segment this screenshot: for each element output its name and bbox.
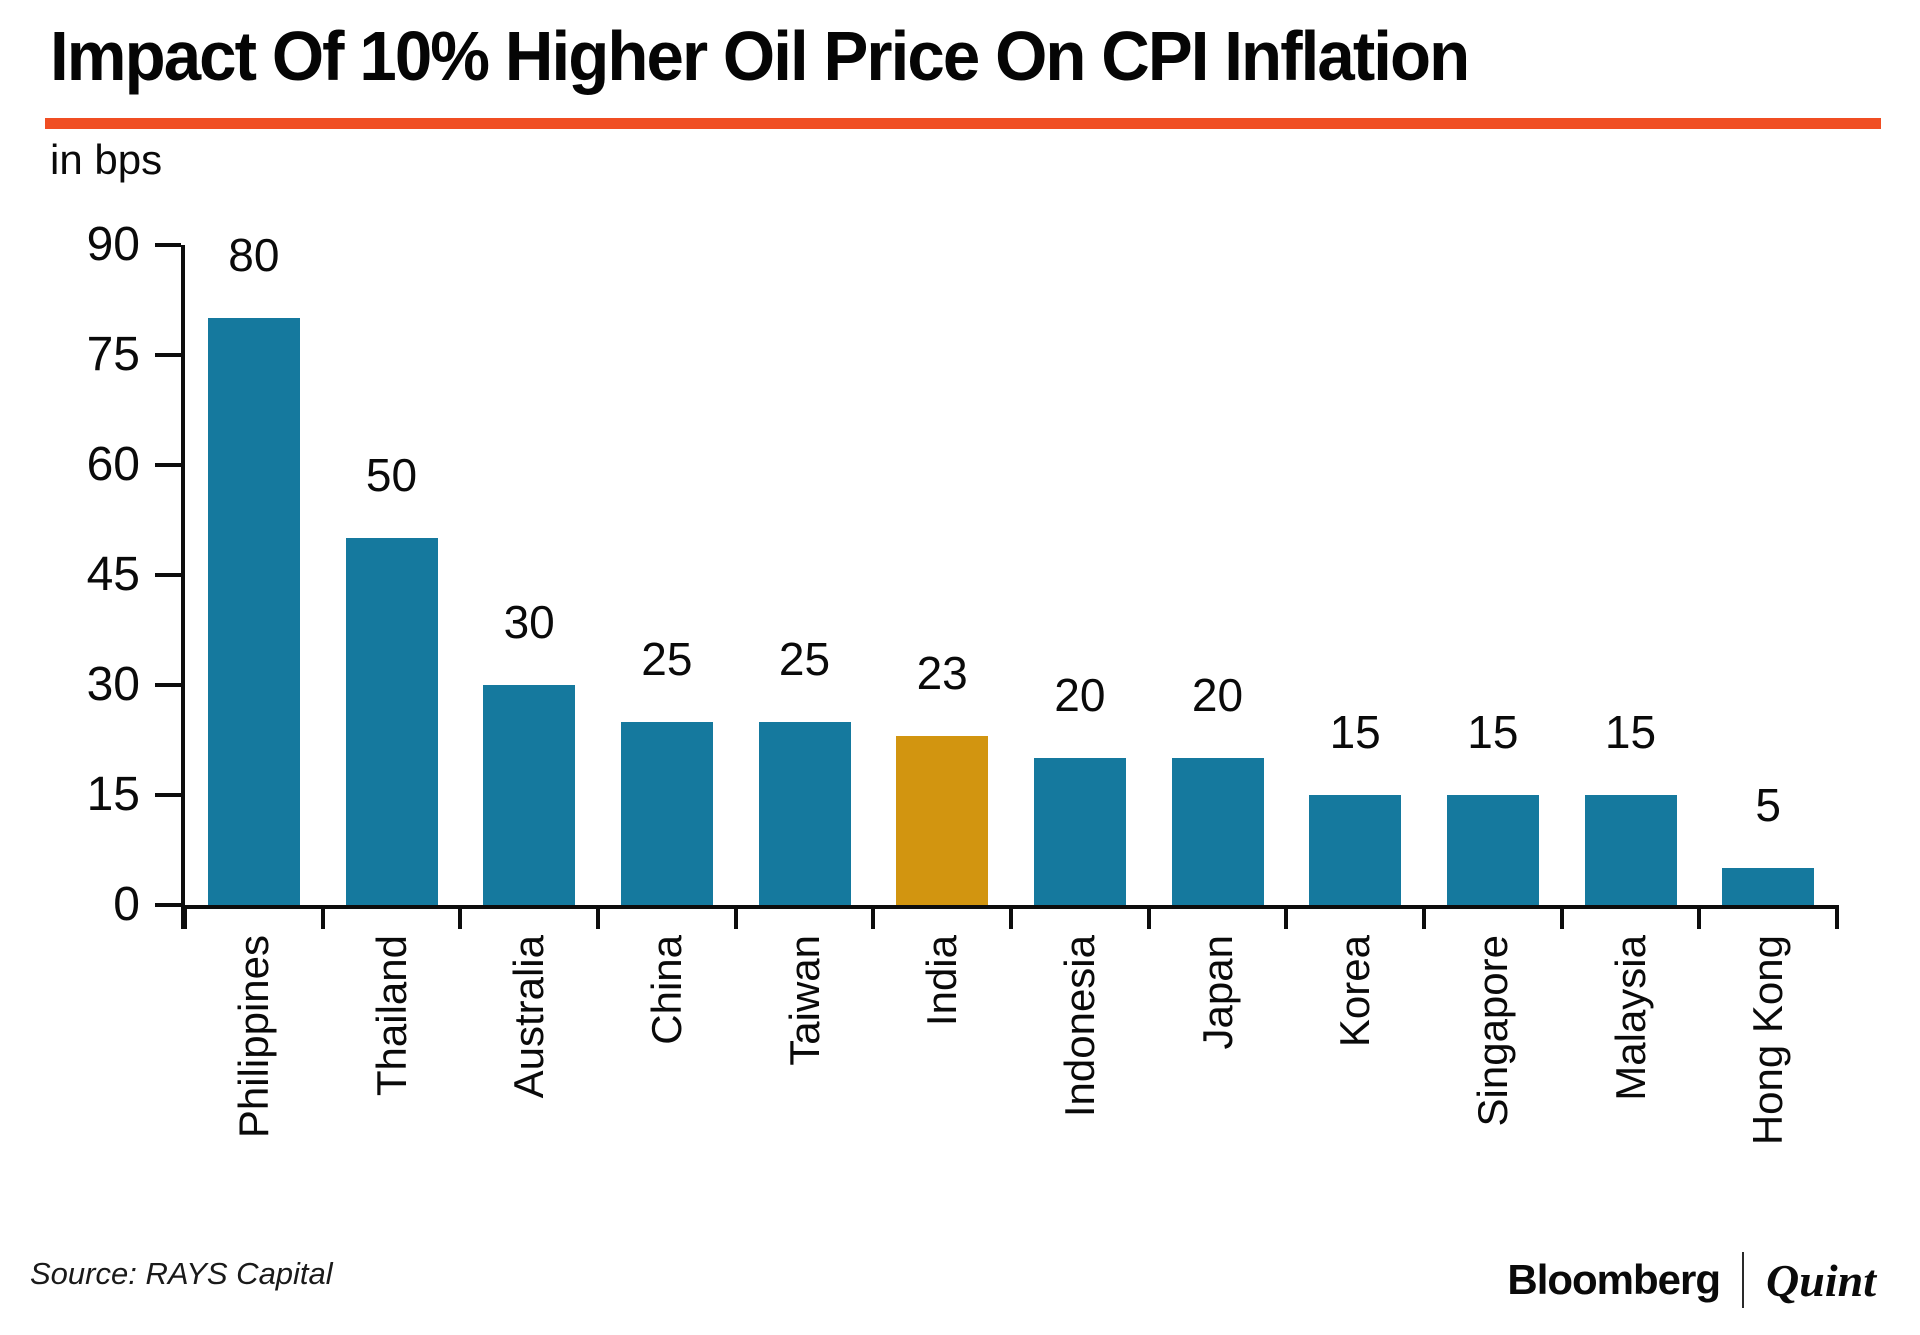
- y-axis-unit-label: in bps: [50, 136, 163, 183]
- y-axis-tick: [155, 793, 181, 797]
- bar-korea: [1309, 795, 1402, 905]
- value-label-indonesia: 20: [1054, 669, 1106, 722]
- x-axis-tick: [1835, 905, 1839, 929]
- value-label-singapore: 15: [1467, 706, 1519, 758]
- y-axis-tick: [155, 903, 181, 907]
- x-axis-tick: [733, 905, 738, 929]
- x-axis-tick: [596, 905, 600, 929]
- value-label-japan: 20: [1191, 669, 1244, 722]
- bar-thailand: [345, 538, 438, 905]
- value-label-china: 25: [641, 632, 693, 685]
- y-axis-tick-label: 45: [86, 548, 140, 601]
- brand-quint-logo: Quint: [1766, 1254, 1876, 1306]
- bar-india: [896, 736, 989, 905]
- value-label-australia: 30: [503, 596, 555, 648]
- title-accent-rule: [45, 118, 1881, 129]
- bar-china: [620, 721, 713, 905]
- y-axis-tick: [155, 243, 181, 247]
- bar-japan: [1171, 758, 1264, 905]
- chart-title: Impact Of 10% Higher Oil Price On CPI In…: [50, 17, 1470, 95]
- y-axis-tick-label: 30: [86, 658, 140, 711]
- x-axis-tick: [1559, 905, 1564, 929]
- bar-philippines: [207, 318, 300, 905]
- x-axis-tick: [871, 905, 876, 929]
- value-label-india: 23: [916, 647, 968, 700]
- y-axis-tick: [155, 353, 181, 357]
- y-axis-tick: [155, 683, 181, 687]
- y-axis-tick: [155, 463, 181, 467]
- bar-taiwan: [758, 721, 851, 905]
- x-axis-tick: [183, 905, 187, 929]
- value-label-hong-kong: 5: [1755, 779, 1781, 832]
- brand-lockup: Bloomberg Quint: [1507, 1252, 1876, 1308]
- y-axis-tick-label: 60: [86, 438, 140, 491]
- x-axis-tick: [458, 905, 463, 929]
- x-axis-tick: [1697, 905, 1702, 929]
- x-axis-tick: [1146, 905, 1151, 929]
- category-label-china: China: [642, 935, 690, 1045]
- x-axis-tick: [1284, 905, 1289, 929]
- category-label-taiwan: Taiwan: [780, 935, 828, 1066]
- x-axis-tick: [1009, 905, 1013, 929]
- category-label-indonesia: Indonesia: [1055, 935, 1103, 1118]
- category-label-india: India: [918, 935, 966, 1027]
- y-axis-tick-label: 0: [113, 878, 140, 931]
- category-label-thailand: Thailand: [367, 935, 415, 1097]
- bar-hong-kong: [1722, 868, 1815, 905]
- y-axis-tick: [155, 573, 181, 577]
- category-label-japan: Japan: [1193, 935, 1241, 1050]
- y-axis-tick-label: 15: [86, 768, 140, 821]
- value-label-korea: 15: [1329, 706, 1381, 758]
- bar-australia: [483, 685, 576, 905]
- y-axis-tick-label: 75: [86, 328, 140, 381]
- category-label-australia: Australia: [505, 935, 553, 1099]
- value-label-taiwan: 25: [778, 632, 831, 685]
- brand-bloomberg-logo: Bloomberg: [1507, 1256, 1721, 1303]
- x-axis-tick: [1422, 905, 1426, 929]
- y-axis-tick-label: 90: [86, 218, 140, 271]
- bar-indonesia: [1033, 758, 1126, 905]
- y-axis-line: [181, 245, 185, 929]
- bar-singapore: [1446, 795, 1539, 905]
- x-axis-tick: [320, 905, 325, 929]
- value-label-malaysia: 15: [1604, 706, 1657, 758]
- source-note: Source: RAYS Capital: [30, 1256, 333, 1291]
- bar-malaysia: [1584, 795, 1677, 905]
- brand-divider: [1742, 1252, 1745, 1308]
- value-label-thailand: 50: [365, 449, 418, 502]
- value-label-philippines: 80: [228, 229, 280, 282]
- category-label-korea: Korea: [1331, 935, 1379, 1048]
